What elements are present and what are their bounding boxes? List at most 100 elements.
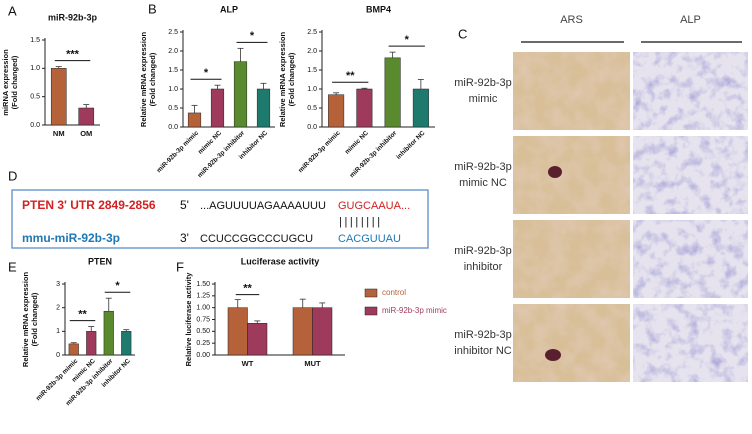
panel-letter: A [8,3,17,18]
y-tick-label: 1.5 [307,67,317,74]
target-seq: ...AGUUUUAGAAAAUUU [200,200,326,212]
chart-title: BMP4 [366,4,391,14]
bar [103,310,114,356]
panel-letter: B [148,1,157,16]
y-tick-label: 0.25 [196,340,210,347]
chart: ALP Relative mRNA expression (Fold changed… [139,4,275,179]
y-axis-label: (Fold changed) [30,292,39,346]
y-tick-label: 0.0 [30,122,40,129]
y-tick-label: 1.5 [30,37,40,44]
y-axis-label: Relative mRNA expression [21,272,30,368]
row-label: miR-92b-3p [454,245,511,257]
micrograph-texture [513,136,630,214]
x-tick-label: mimic NC [344,129,370,155]
y-tick-label: 1 [56,328,60,335]
bar [78,107,95,126]
sequence-panel: PTEN 3' UTR 2849-2856 5' ...AGUUUUAGAAAA… [11,189,429,249]
mirna-label: mmu-miR-92b-3p [22,231,120,245]
y-tick-label: 0.5 [307,105,317,112]
y-tick-label: 2.5 [307,29,317,36]
y-axis-label: Relative mRNA expression [278,32,287,128]
y-tick-label: 1.0 [307,86,317,93]
significance-label: * [250,30,255,42]
significance-label: * [115,280,120,292]
bar [256,88,271,128]
y-tick-label: 1.5 [168,67,178,74]
x-tick-label: MUT [304,359,321,368]
significance-label: ** [78,309,87,321]
x-tick-label: WT [242,359,254,368]
micrograph-texture [513,52,630,130]
y-tick-label: 3 [56,281,60,288]
row-label: mimic [469,93,498,105]
stain-spot [545,349,561,361]
y-tick-label: 2 [56,305,60,312]
panel-letter: C [458,26,467,41]
x-tick-label: miR-92b-3p mimic [297,129,342,174]
chart-title: miR-92b-3p [48,12,98,22]
bar [187,112,202,128]
y-tick-label: 1.0 [30,65,40,72]
x-tick-label: miR-92b-3p inhibitor [349,129,399,179]
y-axis-label: (Fold changed) [287,52,296,106]
y-tick-label: 2.0 [307,48,317,55]
bar [233,61,248,128]
y-tick-label: 0.0 [307,124,317,131]
sequence-box [11,189,429,249]
row-label: inhibitor [464,261,503,273]
bar [328,94,345,128]
panel-letter: D [8,168,17,183]
significance-label: ** [346,70,355,82]
target-label: PTEN 3' UTR 2849-2856 [22,198,156,212]
panel-letters: A B C D E F [8,1,467,274]
bar [210,88,225,128]
bar [227,307,248,356]
bar [121,331,132,356]
x-tick-label: miR-92b-3p mimic [156,129,201,174]
bar [384,57,401,128]
micrograph-texture [633,220,748,298]
y-tick-label: 0.00 [196,352,210,359]
significance-label: * [204,67,209,79]
micrograph-texture [633,304,748,382]
y-tick-label: 0.5 [30,94,40,101]
y-axis-label: Relative mRNA expression [139,32,148,128]
chart-title: Luciferase activity [241,256,320,266]
y-axis-label: Relative luciferase activity [184,272,193,367]
mirna-end: 3' [180,231,189,245]
chart-title: ALP [220,4,238,14]
significance-label: * [405,34,410,46]
target-end: 5' [180,198,189,212]
stain-spot [548,166,562,178]
y-tick-label: 1.00 [196,305,210,312]
micrograph-texture [633,136,748,214]
y-axis-label: (Fold changed) [148,52,157,106]
bar [50,68,67,126]
chart: BMP4 Relative mRNA expression (Fold change… [278,4,435,179]
column-header: ALP [680,14,701,26]
panel-letter: E [8,259,17,274]
y-tick-label: 2.5 [168,29,178,36]
mirna-seq: CCUCCGGCCCUGCU [200,233,313,245]
chart: miR-92b-3p miRNA expression (Fold changed)… [1,12,100,138]
y-axis-label: (Fold changed) [10,55,19,109]
legend-swatch [364,306,378,316]
row-label: miR-92b-3p [454,77,511,89]
micrograph-texture [513,304,630,382]
micrograph-texture [513,220,630,298]
bar [86,331,97,356]
bar [247,323,268,356]
y-axis-label: miRNA expression [1,49,10,116]
target-seed: GUGCAAUA... [338,200,410,212]
image-panel: ARS ALP miR-92b-3p mimic miR-92b-3p mimic NC m… [454,14,748,382]
bar [292,307,313,356]
panel-letter: F [176,259,184,274]
bar [68,343,79,356]
y-tick-label: 0.50 [196,328,210,335]
target-sequence: ...AGUUUUAGAAAAUUU GUGCAAUA... [200,200,410,212]
column-header: ARS [560,14,583,26]
row-label: mimic NC [459,177,507,189]
y-tick-label: 0.75 [196,316,210,323]
